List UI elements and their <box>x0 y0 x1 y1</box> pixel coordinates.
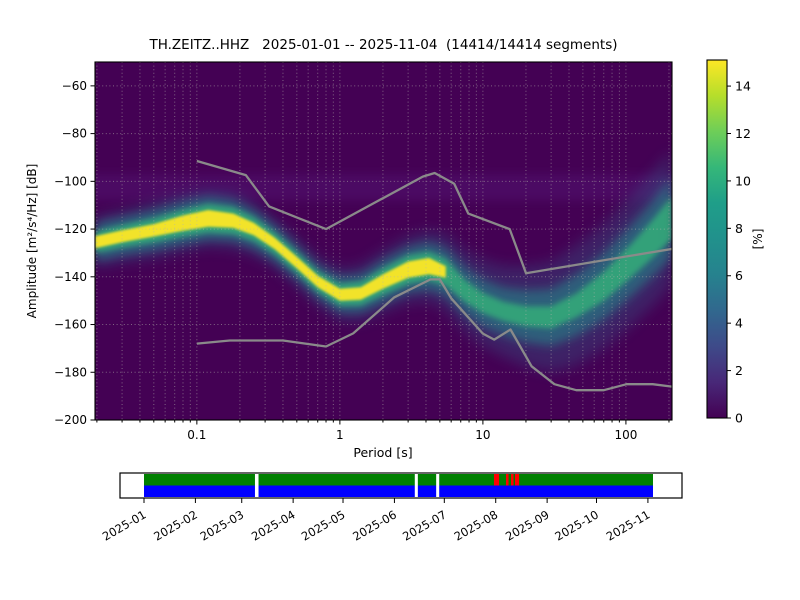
y-tick-label: −100 <box>54 174 87 188</box>
axis-ticks <box>90 85 670 425</box>
colorbar-tick-label: 0 <box>735 411 743 426</box>
timeline-month-label: 2025-01 <box>100 507 149 543</box>
x-tick-label: 100 <box>614 428 637 442</box>
colorbar-tick-label: 10 <box>735 173 751 188</box>
timeline-month-label: 2025-05 <box>299 507 348 543</box>
x-axis-label: Period [s] <box>353 445 412 460</box>
timeline-gap <box>254 474 259 497</box>
x-tick-label: 10 <box>475 428 490 442</box>
y-tick-label: −80 <box>62 127 87 141</box>
y-axis-label: Amplitude [m²/s⁴/Hz] [dB] <box>25 164 39 319</box>
y-tick-label: −140 <box>54 270 87 284</box>
nhnm-curve <box>196 159 672 275</box>
y-tick-label: −60 <box>62 79 87 93</box>
timeline-gap <box>414 474 418 497</box>
y-tick-label: −120 <box>54 222 87 236</box>
timeline-warning-segment <box>515 474 520 486</box>
timeline-gap <box>436 474 440 497</box>
colorbar-tick-label: 14 <box>735 79 751 94</box>
colorbar-label: [%] <box>751 229 765 250</box>
timeline-warning-segment <box>510 474 514 486</box>
y-tick-label: −200 <box>54 413 87 427</box>
colorbar-tick-label: 4 <box>735 316 743 331</box>
x-tick-label: 1 <box>336 428 344 442</box>
gridlines <box>95 62 672 420</box>
y-tick-label: −180 <box>54 365 87 379</box>
plot-title: TH.ZEITZ..HHZ 2025-01-01 -- 2025-11-04 (… <box>149 37 618 53</box>
timeline-month-label: 2025-04 <box>249 507 298 543</box>
colorbar-tick-label: 8 <box>735 221 743 236</box>
nlnm-curve <box>196 278 672 392</box>
colorbar <box>707 60 727 418</box>
colorbar-tick-label: 12 <box>735 126 751 141</box>
timeline-month-label: 2025-09 <box>503 507 552 543</box>
timeline-month-label: 2025-10 <box>552 507 601 543</box>
colorbar-frame <box>706 59 728 419</box>
timeline-month-label: 2025-03 <box>198 507 247 543</box>
timeline-warning-segment <box>493 474 500 486</box>
timeline-warning-segment <box>506 474 509 486</box>
y-tick-label: −160 <box>54 318 87 332</box>
colorbar-tick-label: 6 <box>735 268 743 283</box>
timeline-month-label: 2025-02 <box>151 507 200 543</box>
timeline-month-label: 2025-11 <box>604 507 653 543</box>
timeline-coverage-strip <box>144 474 653 486</box>
timeline-data-strip <box>144 485 653 497</box>
timeline-month-label: 2025-08 <box>452 507 501 543</box>
axes-frame <box>94 61 673 421</box>
timeline-month-label: 2025-06 <box>350 507 399 543</box>
timeline-month-label: 2025-07 <box>400 507 449 543</box>
x-tick-label: 0.1 <box>187 428 206 442</box>
colorbar-tick-label: 2 <box>735 363 743 378</box>
